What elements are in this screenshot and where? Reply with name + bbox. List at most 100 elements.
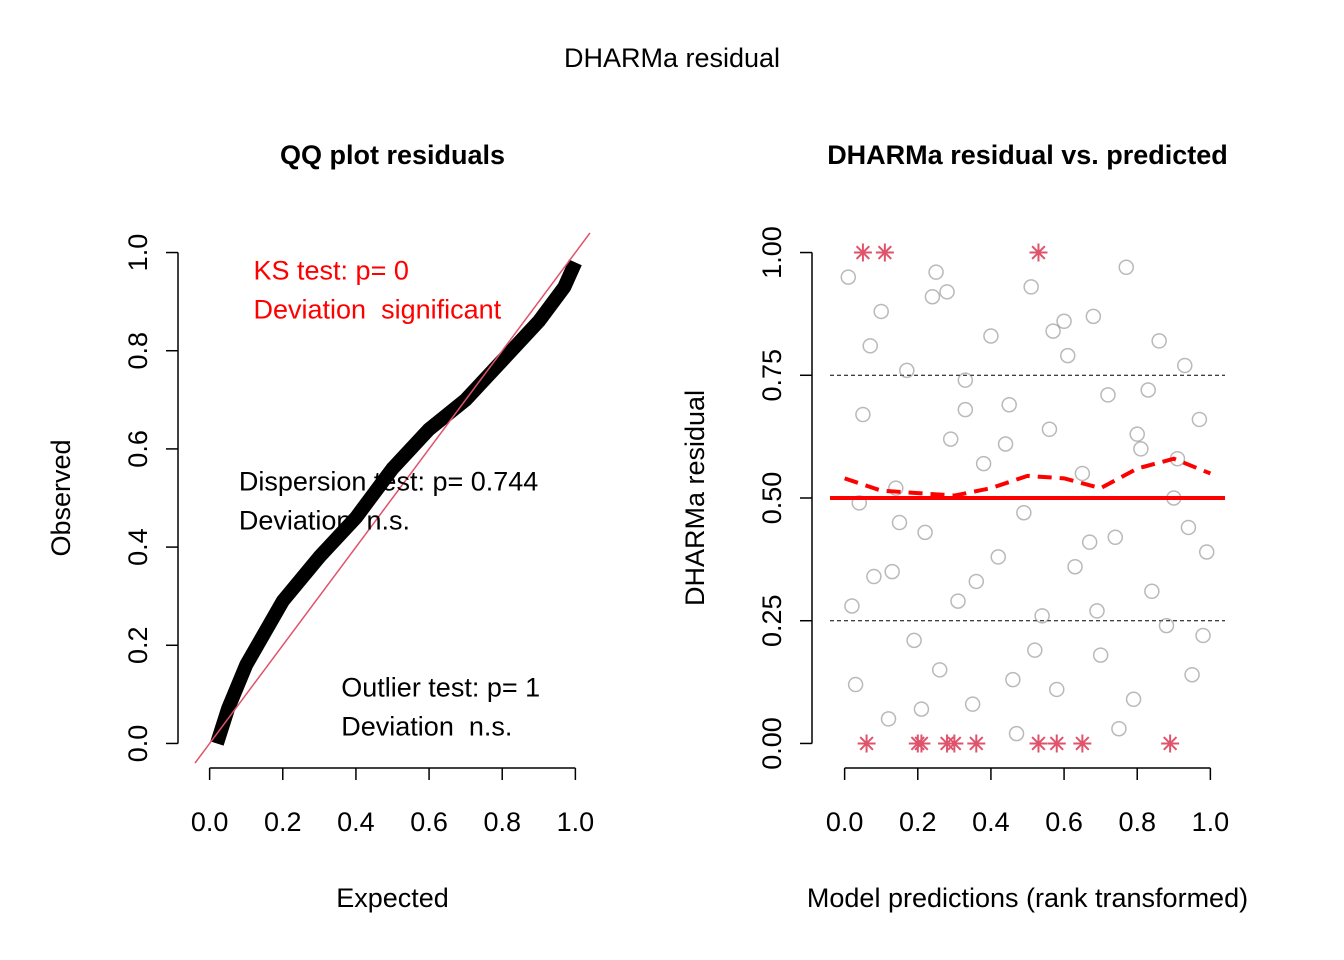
annotation: Deviation n.s. bbox=[239, 505, 410, 535]
point bbox=[891, 514, 908, 531]
point bbox=[975, 455, 992, 472]
point bbox=[888, 480, 904, 496]
x-tick-label: 0.4 bbox=[972, 807, 1010, 837]
panel-title: DHARMa residual vs. predicted bbox=[827, 140, 1228, 170]
point bbox=[1045, 323, 1061, 339]
outlier-star bbox=[1073, 734, 1092, 753]
point bbox=[928, 264, 944, 280]
x-tick-label: 0.2 bbox=[899, 807, 937, 837]
annotation: Deviation n.s. bbox=[341, 712, 512, 742]
point bbox=[1008, 725, 1025, 742]
point bbox=[957, 401, 974, 418]
x-axis-label: Model predictions (rank transformed) bbox=[807, 883, 1248, 913]
y-tick-label: 1.00 bbox=[757, 226, 787, 279]
smooth-line bbox=[843, 456, 1212, 498]
point bbox=[880, 711, 897, 727]
point bbox=[1023, 279, 1039, 295]
x-tick-label: 0.6 bbox=[1045, 807, 1083, 837]
point bbox=[855, 406, 871, 423]
point bbox=[1074, 465, 1091, 482]
point bbox=[1001, 396, 1017, 413]
point bbox=[1056, 313, 1072, 330]
x-tick-label: 1.0 bbox=[557, 807, 595, 837]
annotation: Deviation significant bbox=[254, 294, 502, 324]
point bbox=[1092, 647, 1109, 663]
y-tick-label: 0.75 bbox=[757, 349, 787, 402]
y-tick-label: 0.6 bbox=[123, 430, 153, 468]
point bbox=[917, 524, 933, 541]
annotation: Outlier test: p= 1 bbox=[341, 673, 540, 703]
point bbox=[1059, 347, 1076, 364]
outlier-star bbox=[875, 243, 894, 262]
point bbox=[1049, 681, 1065, 698]
point bbox=[983, 328, 999, 344]
point bbox=[1133, 441, 1149, 457]
point bbox=[997, 436, 1014, 452]
y-axis-label: DHARMa residual bbox=[680, 390, 710, 606]
x-tick-label: 0.0 bbox=[826, 807, 864, 837]
point bbox=[1158, 617, 1175, 634]
outlier-star bbox=[912, 734, 931, 753]
point bbox=[866, 568, 882, 585]
point bbox=[1111, 720, 1127, 737]
point bbox=[1140, 382, 1156, 398]
figure-title: DHARMa residual bbox=[564, 43, 780, 73]
annotation: Dispersion test: p= 0.744 bbox=[239, 466, 538, 496]
outlier-star bbox=[1047, 734, 1066, 753]
point bbox=[1129, 426, 1145, 442]
point bbox=[957, 372, 974, 388]
point bbox=[1041, 421, 1058, 438]
point bbox=[1198, 544, 1215, 560]
point bbox=[1118, 259, 1134, 276]
point bbox=[968, 573, 985, 590]
point bbox=[1191, 411, 1208, 428]
y-tick-label: 0.8 bbox=[123, 332, 153, 370]
point bbox=[1144, 583, 1160, 600]
y-axis-label: Observed bbox=[46, 439, 76, 556]
point bbox=[906, 632, 922, 649]
point bbox=[939, 284, 955, 300]
outlier-star bbox=[857, 734, 876, 753]
x-tick-label: 0.0 bbox=[191, 807, 229, 837]
x-tick-label: 0.2 bbox=[264, 807, 302, 837]
y-tick-label: 0.25 bbox=[757, 594, 787, 647]
point bbox=[884, 563, 900, 580]
x-tick-label: 0.6 bbox=[410, 807, 448, 837]
point bbox=[1005, 671, 1021, 688]
y-tick-label: 0.00 bbox=[757, 717, 787, 770]
reference-line bbox=[194, 232, 591, 764]
outlier-star bbox=[967, 734, 986, 753]
panel-title: QQ plot residuals bbox=[280, 140, 505, 170]
x-axis-label: Expected bbox=[336, 883, 449, 913]
point bbox=[844, 598, 860, 614]
outlier-star bbox=[853, 243, 872, 262]
x-tick-label: 0.4 bbox=[337, 807, 375, 837]
point bbox=[1125, 691, 1142, 708]
point bbox=[1089, 603, 1105, 619]
point bbox=[840, 269, 857, 285]
point bbox=[964, 696, 981, 712]
x-tick-label: 1.0 bbox=[1192, 807, 1230, 837]
point bbox=[873, 303, 889, 320]
point bbox=[847, 676, 864, 693]
outlier-star bbox=[1029, 734, 1048, 753]
outlier-star bbox=[945, 734, 964, 753]
point bbox=[1034, 608, 1050, 624]
point bbox=[1195, 627, 1211, 644]
point bbox=[899, 362, 915, 379]
y-tick-label: 1.0 bbox=[123, 234, 153, 272]
y-tick-label: 0.2 bbox=[123, 626, 153, 664]
point bbox=[913, 701, 930, 717]
point bbox=[931, 662, 948, 678]
outlier-star bbox=[1161, 734, 1180, 753]
point bbox=[950, 593, 966, 609]
point bbox=[1027, 642, 1043, 658]
y-tick-label: 0.50 bbox=[757, 472, 787, 525]
point bbox=[851, 495, 868, 511]
point bbox=[1151, 333, 1167, 349]
point bbox=[1067, 558, 1083, 575]
qq-curve bbox=[210, 259, 582, 746]
y-tick-label: 0.0 bbox=[123, 725, 153, 763]
point bbox=[1177, 357, 1193, 374]
x-tick-label: 0.8 bbox=[1118, 807, 1156, 837]
